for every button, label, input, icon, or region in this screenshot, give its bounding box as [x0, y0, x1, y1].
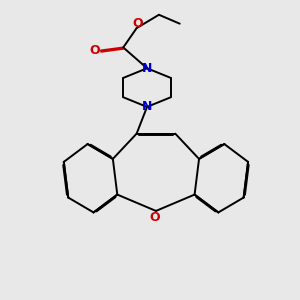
Text: O: O	[150, 211, 160, 224]
Text: N: N	[142, 62, 152, 75]
Text: N: N	[142, 100, 152, 113]
Text: O: O	[133, 17, 143, 30]
Text: O: O	[90, 44, 100, 57]
